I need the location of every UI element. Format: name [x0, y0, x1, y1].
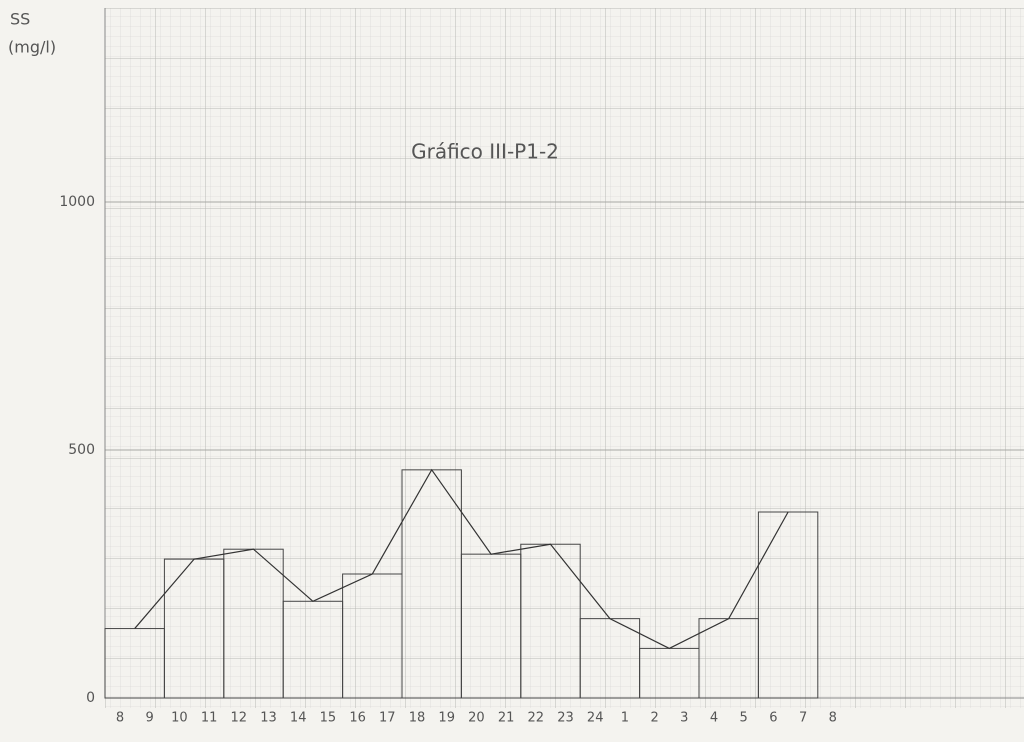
y-tick-label: 1000	[59, 194, 95, 210]
x-tick-label: 3	[680, 711, 688, 726]
x-tick-label: 9	[146, 711, 154, 726]
y-axis-label: (mg/l)	[8, 38, 56, 57]
x-tick-label: 11	[201, 711, 218, 726]
chart-title: Gráfico III-P1-2	[411, 140, 559, 164]
x-tick-label: 20	[468, 711, 485, 726]
x-tick-label: 18	[409, 711, 426, 726]
y-tick-label: 500	[68, 442, 95, 458]
x-tick-label: 8	[829, 711, 837, 726]
y-axis-label: SS	[10, 10, 30, 29]
x-tick-label: 17	[379, 711, 396, 726]
x-tick-label: 6	[769, 711, 777, 726]
y-tick-label: 0	[86, 690, 95, 706]
graph-paper	[105, 8, 1024, 708]
x-tick-label: 22	[528, 711, 545, 726]
x-tick-label: 16	[349, 711, 366, 726]
x-tick-label: 21	[498, 711, 515, 726]
x-tick-label: 14	[290, 711, 307, 726]
chart: SS (mg/l) Gráfico III-P1-2 0 500 1000 8 9 10 1…	[0, 0, 1024, 742]
x-tick-label: 4	[710, 711, 718, 726]
x-tick-label: 2	[650, 711, 658, 726]
x-tick-label: 12	[231, 711, 248, 726]
x-tick-label: 5	[740, 711, 748, 726]
x-tick-label: 8	[116, 711, 124, 726]
x-tick-label: 23	[557, 711, 574, 726]
x-tick-label: 24	[587, 711, 604, 726]
x-tick-label: 15	[320, 711, 337, 726]
x-tick-label: 13	[260, 711, 277, 726]
x-tick-label: 7	[799, 711, 807, 726]
x-tick-label: 1	[621, 711, 629, 726]
x-tick-label: 10	[171, 711, 188, 726]
x-tick-label: 19	[438, 711, 455, 726]
